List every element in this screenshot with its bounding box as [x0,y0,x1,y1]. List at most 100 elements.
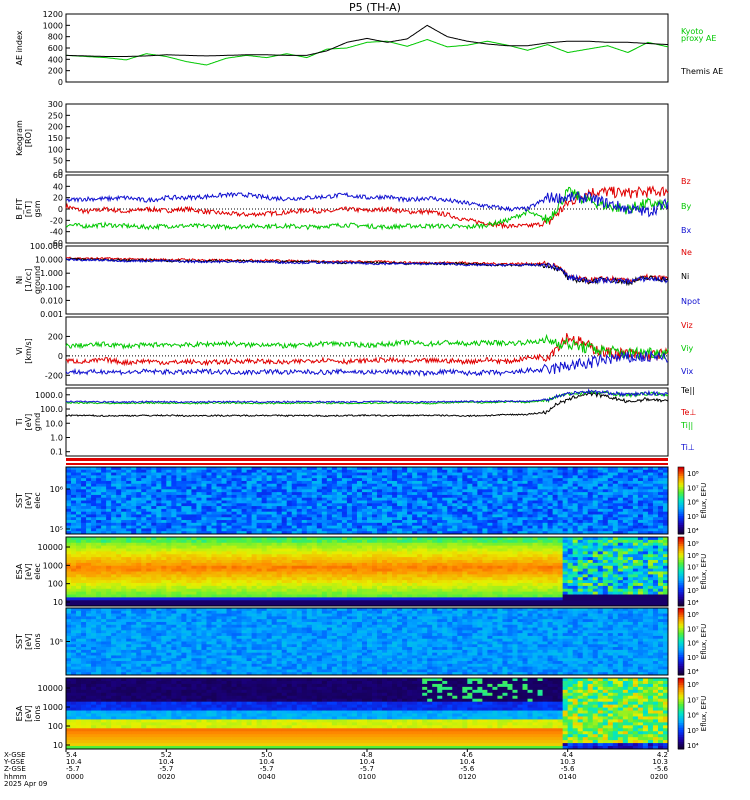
spectrogram-cell [407,478,413,482]
spectrogram-cell [462,480,468,485]
spectrogram-cell [71,528,77,532]
spectrogram-cell [336,537,343,541]
spectrogram-cell [482,489,488,493]
spectrogram-cell [392,571,398,575]
spectrogram-cell [296,480,303,485]
spectrogram-cell [261,583,268,587]
spectrogram-cell [367,489,373,493]
spectrogram-cell [387,565,393,570]
spectrogram-cell [241,508,247,513]
y-axis-label: ESA [15,563,24,579]
spectrogram-cell [437,506,443,510]
spectrogram-cell [402,603,408,607]
spectrogram-cell [321,565,328,570]
spectrogram-cell [387,517,393,521]
spectrogram-cell [351,571,358,575]
spectrogram-cell [261,472,268,476]
spectrogram-cell [106,562,112,567]
spectrogram-cell [246,574,253,578]
spectrogram-cell [246,528,253,532]
spectrogram-cell [286,577,293,581]
spectrogram-cell [296,517,303,521]
spectrogram-cell [622,514,629,518]
spectrogram-cell [111,475,117,479]
spectrogram-cell [86,520,92,524]
spectrogram-cell [296,557,303,561]
spectrogram-cell [457,520,463,524]
spectrogram-cell [191,506,197,510]
spectrogram-cell [592,503,599,507]
spectrogram-cell [116,483,122,487]
spectrogram-cell [161,574,167,578]
spectrogram-cell [392,560,398,564]
spectrogram-cell [492,483,498,487]
spectrogram-cell [141,525,147,529]
colorbar-swatch [678,518,684,522]
spectrogram-cell [542,483,548,487]
spectrogram-cell [567,478,574,482]
spectrogram-cell [462,486,468,490]
spectrogram-cell [161,585,167,590]
spectrogram-cell [537,511,543,515]
spectrogram-cell [652,500,659,504]
spectrogram-cell [522,483,528,487]
spectrogram-cell [346,492,353,496]
spectrogram-cell [156,577,162,581]
spectrogram-cell [136,560,142,564]
spectrogram-cell [231,494,237,499]
spectrogram-cell [331,478,338,482]
spectrogram-cell [271,522,278,527]
spectrogram-cell [286,472,293,476]
spectrogram-cell [211,603,217,607]
spectrogram-cell [497,497,503,501]
spectrogram-cell [562,511,569,515]
spectrogram-cell [341,520,348,524]
spectrogram-cell [166,571,172,575]
spectrogram-cell [497,522,503,527]
spectrogram-cell [597,483,604,487]
spectrogram-cell [457,475,463,479]
spectrogram-cell [291,500,298,504]
spectrogram-cell [166,478,172,482]
spectrogram-cell [432,562,438,567]
spectrogram-cell [427,503,433,507]
spectrogram-cell [156,469,162,473]
spectrogram-cell [111,560,117,564]
spectrogram-cell [422,503,428,507]
spectrogram-cell [286,548,293,552]
spectrogram-cell [91,506,97,510]
spectrogram-cell [356,591,363,595]
spectrogram-cell [351,467,358,471]
spectrogram-cell [181,545,187,549]
spectrogram-cell [101,478,107,482]
spectrogram-cell [191,560,197,564]
spectrogram-cell [382,514,388,518]
spectrogram-cell [467,520,473,524]
spectrogram-cell [91,554,97,558]
spectrogram-cell [186,565,192,570]
spectrogram-cell [321,557,328,561]
spectrogram-cell [236,478,242,482]
spectrogram-cell [161,600,167,604]
spectrogram-cell [477,517,483,521]
spectrogram-cell [412,486,418,490]
spectrogram-cell [76,539,82,544]
spectrogram-cell [597,522,604,527]
spectrogram-cell [397,545,403,549]
spectrogram-cell [427,525,433,529]
spectrogram-cell [96,522,102,527]
spectrogram-cell [356,557,363,561]
spectrogram-cell [437,525,443,529]
spectrogram-cell [397,548,403,552]
spectrogram-cell [472,478,478,482]
spectrogram-cell [552,480,559,485]
spectrogram-cell [241,503,247,507]
spectrogram-cell [246,554,253,558]
spectrogram-cell [422,600,428,604]
spectrogram-cell [86,583,92,587]
spectrogram-cell [276,483,283,487]
spectrogram-cell [627,478,634,482]
spectrogram-cell [171,537,177,541]
spectrogram-cell [141,514,147,518]
